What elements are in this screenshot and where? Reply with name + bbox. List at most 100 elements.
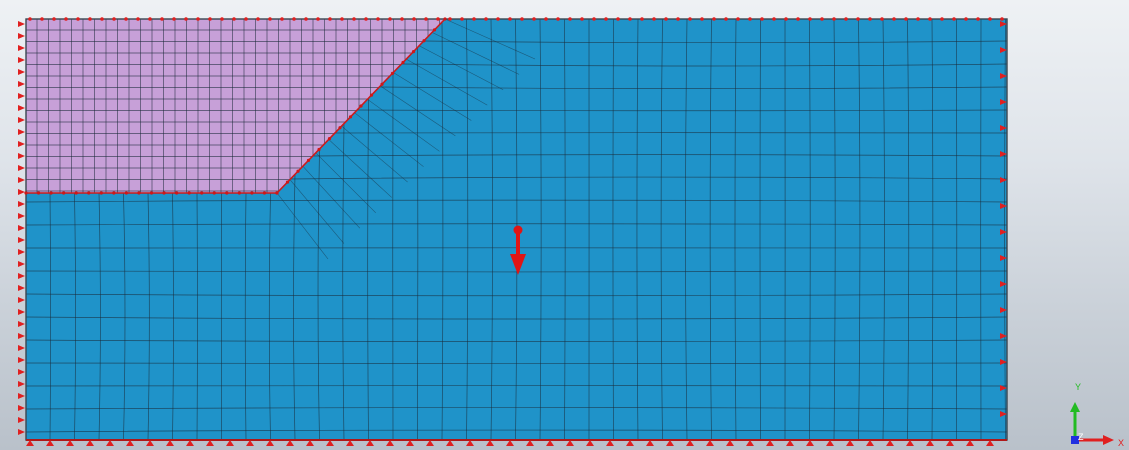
roller-support-right — [1000, 177, 1007, 183]
roller-support-left — [18, 309, 25, 315]
mesh-line — [289, 179, 345, 244]
mesh-line — [612, 18, 614, 441]
pin-support-bottom — [786, 440, 794, 446]
top-node-marker — [628, 17, 632, 21]
pin-support-bottom — [506, 440, 514, 446]
mesh-line — [25, 223, 1008, 226]
roller-support-left — [18, 285, 25, 291]
mesh-line — [147, 192, 150, 441]
top-node-marker — [772, 17, 776, 21]
roller-support-left — [18, 69, 25, 75]
boundary-node — [443, 17, 447, 21]
boundary-node — [285, 180, 290, 184]
pin-support-bottom — [646, 440, 654, 446]
boundary-node — [359, 104, 363, 108]
pin-support-bottom — [206, 440, 214, 446]
pin-support-bottom — [246, 440, 254, 446]
pin-support-bottom — [606, 440, 614, 446]
mesh-line — [380, 85, 456, 137]
top-node-marker — [700, 17, 704, 21]
pin-support-bottom — [346, 440, 354, 446]
embankment-fill-region[interactable] — [26, 19, 445, 193]
top-node-marker — [28, 17, 32, 21]
top-node-marker — [676, 17, 680, 21]
roller-support-left — [18, 345, 25, 351]
top-node-marker — [556, 17, 560, 21]
pin-support-bottom — [686, 440, 694, 446]
pin-support-bottom — [86, 440, 94, 446]
mesh-line — [354, 112, 424, 167]
pin-support-bottom — [546, 440, 554, 446]
top-node-marker — [256, 17, 260, 21]
roller-support-left — [18, 33, 25, 39]
boundary-node — [212, 191, 216, 195]
boundary-node — [327, 137, 332, 141]
roller-support-left — [18, 189, 25, 195]
mesh-line — [25, 316, 1008, 320]
boundary-node — [390, 71, 395, 75]
roller-support-left — [18, 141, 25, 147]
mesh-line — [490, 18, 493, 441]
load-arrowhead — [510, 254, 526, 275]
boundary-node — [62, 191, 66, 195]
boundary-supports — [18, 17, 1007, 446]
top-node-marker — [376, 17, 380, 21]
boundary-node — [175, 191, 179, 195]
mesh-line — [406, 58, 488, 106]
roller-support-left — [18, 177, 25, 183]
top-node-marker — [316, 17, 320, 21]
roller-support-right — [1000, 333, 1007, 339]
mesh-line — [25, 270, 1008, 273]
boundary-node — [237, 191, 241, 195]
roller-support-right — [1000, 229, 1007, 235]
top-node-marker — [52, 17, 56, 21]
top-node-marker — [112, 17, 116, 21]
top-node-marker — [520, 17, 524, 21]
boundary-node — [348, 115, 353, 119]
roller-support-left — [18, 237, 25, 243]
roller-support-left — [18, 165, 25, 171]
top-node-marker — [1000, 17, 1004, 21]
boundary-node — [401, 60, 405, 65]
pin-support-bottom — [746, 440, 754, 446]
mesh-line — [379, 86, 1008, 89]
roller-support-left — [18, 93, 25, 99]
x-axis-label: X — [1118, 438, 1124, 448]
boundary-node — [187, 191, 191, 195]
boundary-node — [24, 191, 28, 195]
boundary-node — [99, 191, 103, 195]
boundary-node — [112, 191, 116, 195]
mesh-line — [466, 18, 469, 441]
roller-support-left — [18, 105, 25, 111]
pin-support-bottom — [586, 440, 594, 446]
pin-support-bottom — [406, 440, 414, 446]
roller-support-right — [1000, 21, 1007, 27]
top-node-marker — [832, 17, 836, 21]
mesh-line — [444, 18, 536, 60]
pin-support-bottom — [966, 440, 974, 446]
roller-support-left — [18, 21, 25, 27]
pin-support-bottom — [266, 440, 274, 446]
top-node-marker — [808, 17, 812, 21]
boundary-node — [250, 191, 254, 195]
mesh-line — [276, 192, 329, 260]
boundary-node — [380, 82, 384, 86]
pin-support-bottom — [946, 440, 954, 446]
point-load-arrow-icon[interactable] — [510, 225, 526, 276]
top-node-marker — [928, 17, 932, 21]
top-node-marker — [220, 17, 224, 21]
top-node-marker — [856, 17, 860, 21]
roller-support-left — [18, 381, 25, 387]
mesh-line — [419, 45, 504, 91]
mesh-line — [25, 429, 1008, 433]
top-node-marker — [880, 17, 884, 21]
roller-support-left — [18, 117, 25, 123]
top-node-marker — [904, 17, 908, 21]
mesh-line — [907, 18, 910, 441]
pin-support-bottom — [226, 440, 234, 446]
top-node-marker — [544, 17, 548, 21]
roller-support-right — [1000, 151, 1007, 157]
mesh-line — [685, 18, 688, 441]
